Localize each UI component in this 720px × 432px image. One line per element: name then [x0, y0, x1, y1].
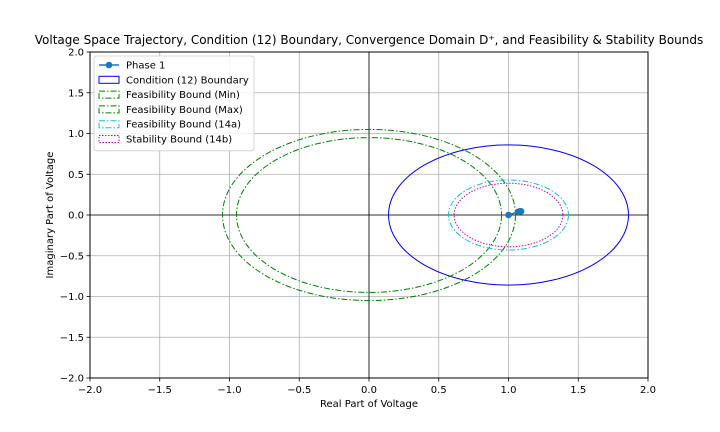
y-tick-label: 0.5 — [68, 170, 84, 181]
x-tick-label: 0.5 — [431, 385, 447, 396]
trajectory-point — [505, 211, 512, 219]
legend-handle-patch — [98, 120, 120, 129]
legend-label: Stability Bound (14b) — [126, 135, 232, 146]
series-circle-4 — [448, 179, 569, 251]
legend-label: Feasibility Bound (Min) — [126, 90, 240, 101]
x-tick-label: 1.5 — [570, 385, 586, 396]
legend-handle-marker — [105, 61, 113, 69]
x-tick-label: 1.0 — [501, 385, 517, 396]
x-tick-label: −1.0 — [217, 385, 241, 396]
series-circle-2 — [235, 137, 503, 293]
series-circle-1 — [388, 144, 629, 286]
legend-label: Condition (12) Boundary — [126, 75, 249, 86]
y-tick-label: 0.0 — [68, 211, 84, 222]
x-tick-label: −2.0 — [78, 385, 102, 396]
plot-series — [222, 128, 629, 302]
legend-handle-patch — [98, 75, 120, 84]
x-tick-label: 2.0 — [640, 385, 656, 396]
legend: Phase 1 Condition (12) Boundary Feasibilit… — [93, 55, 255, 152]
y-tick-label: −1.5 — [60, 333, 84, 344]
legend-label: Feasibility Bound (Max) — [126, 105, 243, 116]
series-circle-3 — [222, 128, 516, 302]
legend-handle-patch — [98, 105, 120, 114]
y-tick-label: 2.0 — [68, 48, 84, 59]
legend-box — [93, 55, 255, 152]
chart-title: Voltage Space Trajectory, Condition (12)… — [35, 33, 704, 47]
x-axis-label: Real Part of Voltage — [320, 399, 418, 410]
trajectory-point — [517, 208, 525, 215]
axis-ticks: −2.0 −1.5 −1.0 −0.5 0.0 0.5 1.0 1.5 2.0 −2.0 −1.5 −… — [60, 48, 656, 397]
y-tick-label: −1.0 — [60, 292, 84, 303]
legend-handle-patch — [98, 135, 120, 143]
series-circle-5 — [453, 182, 564, 248]
x-tick-label: −1.5 — [148, 385, 172, 396]
y-tick-label: −0.5 — [60, 251, 84, 262]
y-tick-label: −2.0 — [60, 374, 84, 385]
legend-handle-patch — [98, 90, 120, 99]
y-tick-label: 1.0 — [68, 129, 84, 140]
y-axis-label: Imaginary Part of Voltage — [45, 152, 56, 279]
y-tick-label: 1.5 — [68, 88, 84, 99]
legend-label: Phase 1 — [126, 61, 165, 72]
x-tick-label: 0.0 — [361, 385, 377, 396]
x-tick-label: −0.5 — [287, 385, 311, 396]
legend-label: Feasibility Bound (14a) — [126, 120, 241, 131]
zero-axis-lines — [90, 52, 648, 378]
